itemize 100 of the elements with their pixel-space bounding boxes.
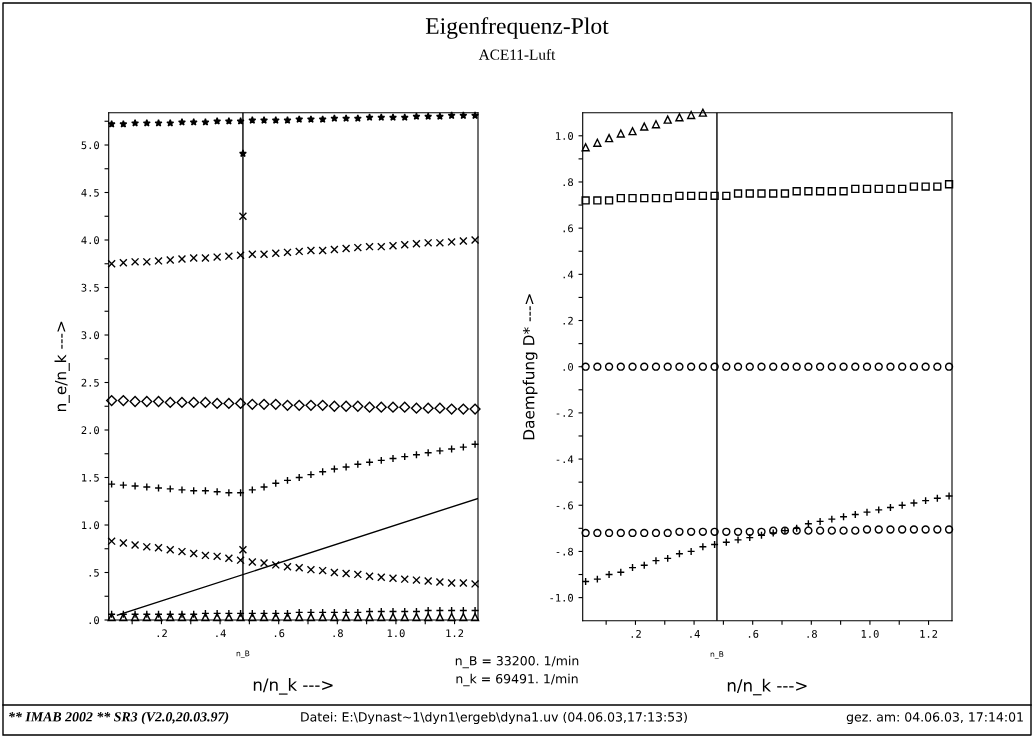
point — [745, 362, 754, 371]
point — [306, 246, 316, 255]
point — [686, 191, 696, 200]
point — [686, 362, 696, 371]
point — [259, 558, 269, 568]
y-tick-label: 4.5 — [81, 188, 99, 197]
point — [651, 528, 661, 538]
point — [212, 612, 222, 622]
point — [164, 396, 176, 409]
point — [434, 402, 446, 414]
point — [271, 116, 280, 124]
point — [862, 525, 872, 534]
point — [827, 362, 836, 371]
y-tick-label: 1.0 — [556, 132, 573, 140]
point — [271, 612, 280, 622]
point — [400, 612, 409, 622]
point — [224, 554, 234, 563]
y-tick-label: .8 — [563, 178, 574, 187]
point — [388, 574, 398, 583]
y-tick-label: -.6 — [556, 501, 573, 510]
point — [424, 612, 433, 622]
point — [246, 398, 258, 410]
y-axis-title: n_e/n_k ---> — [54, 321, 70, 412]
point — [663, 528, 672, 538]
point — [238, 545, 248, 554]
point — [342, 114, 351, 122]
point — [757, 189, 766, 198]
point — [804, 362, 813, 371]
point — [435, 612, 445, 622]
point — [815, 526, 825, 535]
point — [152, 395, 165, 408]
point — [341, 244, 351, 253]
point — [328, 400, 340, 412]
point — [412, 612, 421, 622]
point — [154, 118, 163, 127]
point — [377, 612, 386, 622]
point — [317, 399, 329, 411]
point — [166, 118, 175, 127]
point — [616, 129, 625, 138]
point — [886, 525, 895, 534]
point — [851, 184, 860, 194]
x-tick-label: .6 — [748, 629, 759, 638]
point — [459, 111, 468, 120]
point — [733, 527, 743, 536]
point — [698, 527, 708, 536]
point — [166, 545, 175, 554]
x-tick-label: 1.0 — [387, 629, 405, 638]
point — [387, 401, 399, 413]
y-tick-label: -.8 — [556, 547, 574, 556]
point — [353, 612, 362, 622]
point — [459, 236, 468, 246]
point — [675, 362, 684, 371]
point — [435, 112, 444, 121]
point — [628, 193, 637, 203]
point — [107, 536, 116, 546]
point — [663, 362, 672, 371]
point — [176, 396, 188, 409]
point — [457, 403, 469, 415]
point — [224, 117, 233, 125]
point — [470, 235, 480, 245]
point — [651, 120, 661, 129]
point — [921, 362, 930, 371]
point — [271, 249, 280, 258]
point — [944, 525, 954, 534]
point — [377, 242, 386, 251]
point — [616, 193, 625, 203]
point — [341, 612, 351, 622]
point — [107, 259, 116, 268]
y-tick-label: .0 — [89, 616, 99, 625]
y-tick-label: 2.5 — [81, 378, 99, 387]
point — [663, 193, 672, 203]
point — [581, 528, 590, 538]
point — [675, 113, 684, 122]
point — [177, 118, 186, 126]
point — [933, 362, 942, 371]
point — [189, 549, 198, 558]
point — [363, 401, 376, 413]
point — [640, 122, 649, 131]
x-tick-label: .8 — [333, 629, 343, 638]
point — [177, 547, 187, 556]
point — [260, 116, 269, 124]
point — [352, 400, 364, 412]
point — [921, 182, 930, 191]
point — [710, 527, 719, 536]
point — [389, 113, 398, 121]
point — [412, 239, 421, 248]
y-tick-label: .5 — [89, 568, 99, 577]
point — [330, 568, 339, 577]
text: gez. am: 04.06.03, 17:14:01 — [846, 712, 1023, 725]
x-tick-label: .4 — [690, 630, 700, 638]
point — [459, 612, 468, 622]
point — [400, 574, 409, 584]
point — [933, 525, 942, 534]
point — [199, 396, 212, 409]
point — [212, 552, 222, 561]
point — [248, 116, 257, 124]
point — [424, 576, 433, 586]
y-axis-title: Daempfung D* ---> — [522, 294, 538, 440]
y-tick-label: .2 — [563, 316, 573, 325]
point — [675, 191, 684, 200]
